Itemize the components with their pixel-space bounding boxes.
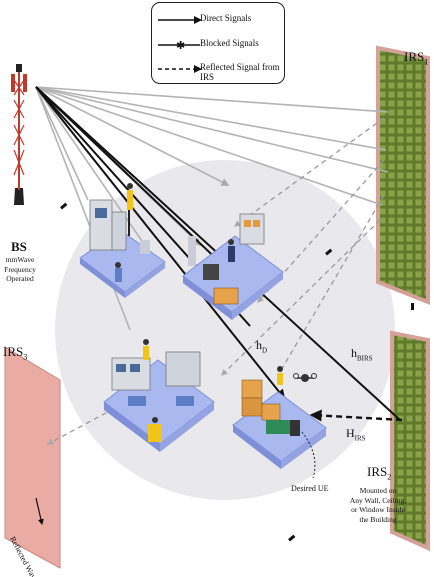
- irs-top-label-sub: 1: [424, 57, 429, 67]
- irs-left-label-sub: 3: [23, 352, 28, 362]
- legend-direct-arrow-icon: [158, 16, 202, 24]
- irs-right-note-line: or Window Inside: [351, 505, 405, 514]
- irs-right-panel: [390, 330, 430, 552]
- ue-label: Desired UE: [291, 484, 329, 493]
- bs-note: mmWave Frequency Operated: [0, 255, 40, 284]
- svg-text:✱: ✱: [176, 39, 185, 52]
- legend-direct: Direct Signals: [152, 12, 284, 28]
- irs-left-label: IRS3: [3, 344, 27, 362]
- irs-left-panel: [4, 346, 61, 569]
- ue-pointer: [301, 431, 316, 479]
- legend: Direct Signals ✱ Blocked Signals Reflect…: [151, 2, 285, 84]
- channel-hirs-label: HIRS: [346, 426, 366, 442]
- channel-hbirs-sub: BIRS: [357, 354, 373, 363]
- reflected-rays: [46, 117, 385, 445]
- bs-note-line: Frequency: [4, 264, 36, 274]
- room-top-left: [79, 183, 166, 298]
- room-bottom-left: [103, 339, 215, 452]
- channel-hirs-main: H: [346, 426, 355, 440]
- irs-ue-link: [309, 409, 403, 422]
- channel-hd-main: h: [256, 338, 262, 352]
- legend-reflected-arrow-icon: [158, 65, 202, 73]
- irs-top-label: IRS1: [404, 49, 428, 67]
- room-top-right: [182, 213, 284, 320]
- legend-blocked-arrow-icon: ✱: [158, 39, 200, 52]
- irs-right-note-line: Any Wall, Ceiling,: [349, 495, 407, 505]
- legend-blocked-label: Blocked Signals: [200, 38, 259, 48]
- irs-top-label-main: IRS: [404, 49, 425, 64]
- channel-hirs-sub: IRS: [354, 434, 366, 443]
- irs-right-label-main: IRS: [367, 464, 388, 479]
- channel-hd-sub: D: [262, 346, 268, 355]
- bs-tower: [11, 64, 27, 205]
- irs-left-label-main: IRS: [3, 344, 24, 359]
- channel-hbirs-main: h: [351, 346, 357, 360]
- legend-blocked: ✱ Blocked Signals: [152, 37, 284, 53]
- irs-right-note-line: Mounted on: [359, 486, 397, 495]
- irs-right-label-sub: 2: [387, 472, 392, 482]
- channel-hbirs-label: hBIRS: [351, 346, 373, 362]
- blocked-markers: [60, 202, 414, 542]
- irs-right-label: IRS2: [367, 464, 391, 482]
- irs-right-note: Mounted on Any Wall, Ceiling, or Window …: [345, 486, 411, 524]
- irs-top-panel: [376, 45, 430, 305]
- room-bottom-right: [232, 366, 327, 469]
- channel-hd-label: hD: [256, 338, 267, 354]
- bs-note-line: mmWave: [5, 255, 35, 264]
- bs-label: BS: [11, 239, 27, 254]
- legend-reflected-label: Reflected Signal from IRS: [200, 62, 280, 82]
- legend-direct-label: Direct Signals: [200, 13, 252, 23]
- irs3-wave-arrow: [35, 497, 44, 526]
- legend-reflected: Reflected Signal from IRS: [152, 61, 284, 82]
- irs-right-note-line: the Building: [359, 514, 397, 524]
- bs-note-line: Operated: [6, 274, 34, 283]
